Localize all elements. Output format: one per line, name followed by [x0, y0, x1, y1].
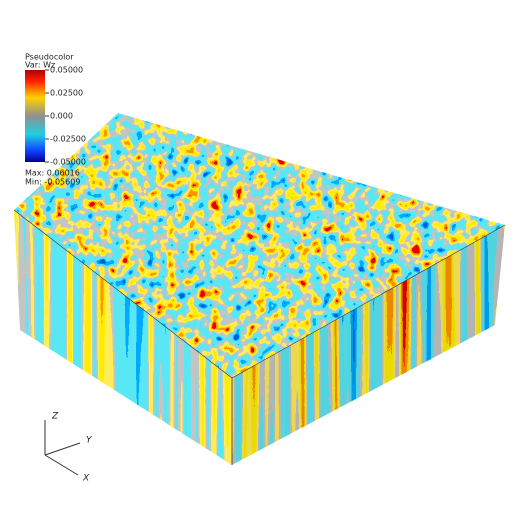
axis-label-y: Y: [86, 436, 93, 446]
axis-triad: [44, 420, 81, 476]
colorbar-ticks: 0.05000 0.02500 0.000 -0.02500 -0.05000: [45, 66, 86, 167]
legend-min: Min: -0.05609: [25, 178, 80, 187]
colorbar: [25, 70, 45, 162]
legend-max: Max: 0.06016: [25, 169, 80, 178]
colorbar-tick-label: 0.000: [50, 112, 73, 121]
colorbar-tick-label: -0.05000: [50, 158, 86, 167]
colorbar-tick-label: 0.02500: [50, 89, 83, 98]
axis-label-x: X: [82, 474, 90, 484]
colorbar-tick-label: -0.02500: [50, 135, 86, 144]
axis-label-z: Z: [51, 412, 59, 422]
legend-title: Pseudocolor: [25, 53, 74, 62]
legend-variable: Var: Wz: [25, 61, 55, 70]
colorbar-tick-label: 0.05000: [50, 66, 83, 75]
